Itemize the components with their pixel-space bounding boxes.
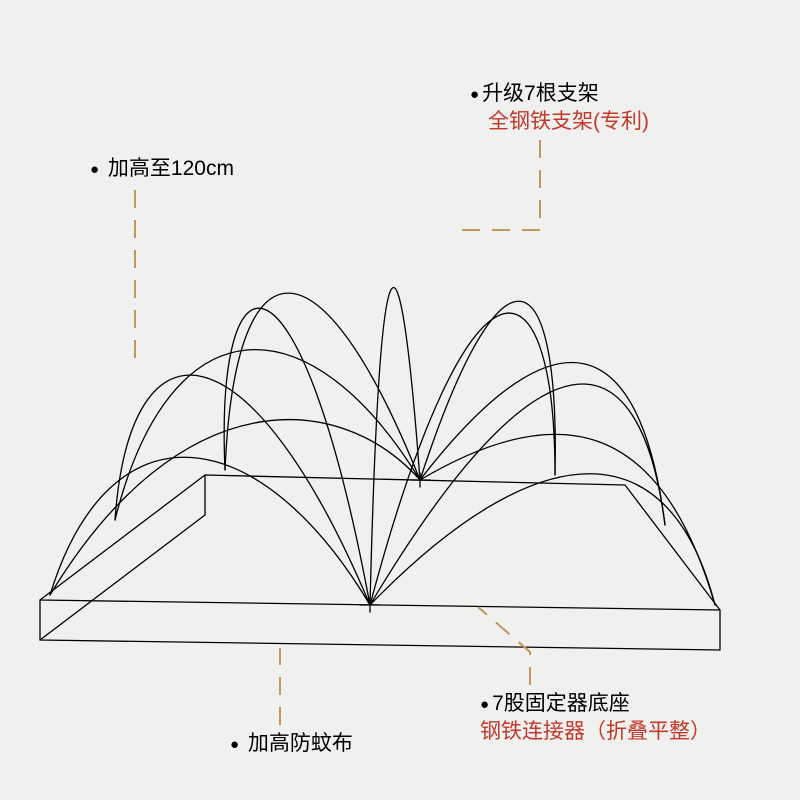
label-top-right-sub: 全钢铁支架(专利) <box>470 108 649 136</box>
label-top-left-text: 加高至120cm <box>108 157 234 180</box>
line-art <box>40 284 720 650</box>
diagram-canvas: 加高至120cm 升级7根支架 全钢铁支架(专利) 加高防蚊布 7股固定器底座 … <box>0 0 800 800</box>
product-diagram-svg <box>0 0 800 800</box>
label-bottom-right-main: 7股固定器底座 <box>480 692 630 715</box>
label-bottom-left-text: 加高防蚊布 <box>248 732 353 755</box>
label-top-right: 升级7根支架 全钢铁支架(专利) <box>470 80 649 137</box>
leader-lines <box>135 140 540 725</box>
label-bottom-right-sub: 钢铁连接器（折叠平整） <box>480 718 711 746</box>
leader-top-right <box>460 140 540 230</box>
label-bottom-left: 加高防蚊布 <box>230 730 353 758</box>
label-top-right-main: 升级7根支架 <box>470 82 599 105</box>
label-bottom-right: 7股固定器底座 钢铁连接器（折叠平整） <box>480 690 711 747</box>
label-top-left: 加高至120cm <box>90 155 234 183</box>
